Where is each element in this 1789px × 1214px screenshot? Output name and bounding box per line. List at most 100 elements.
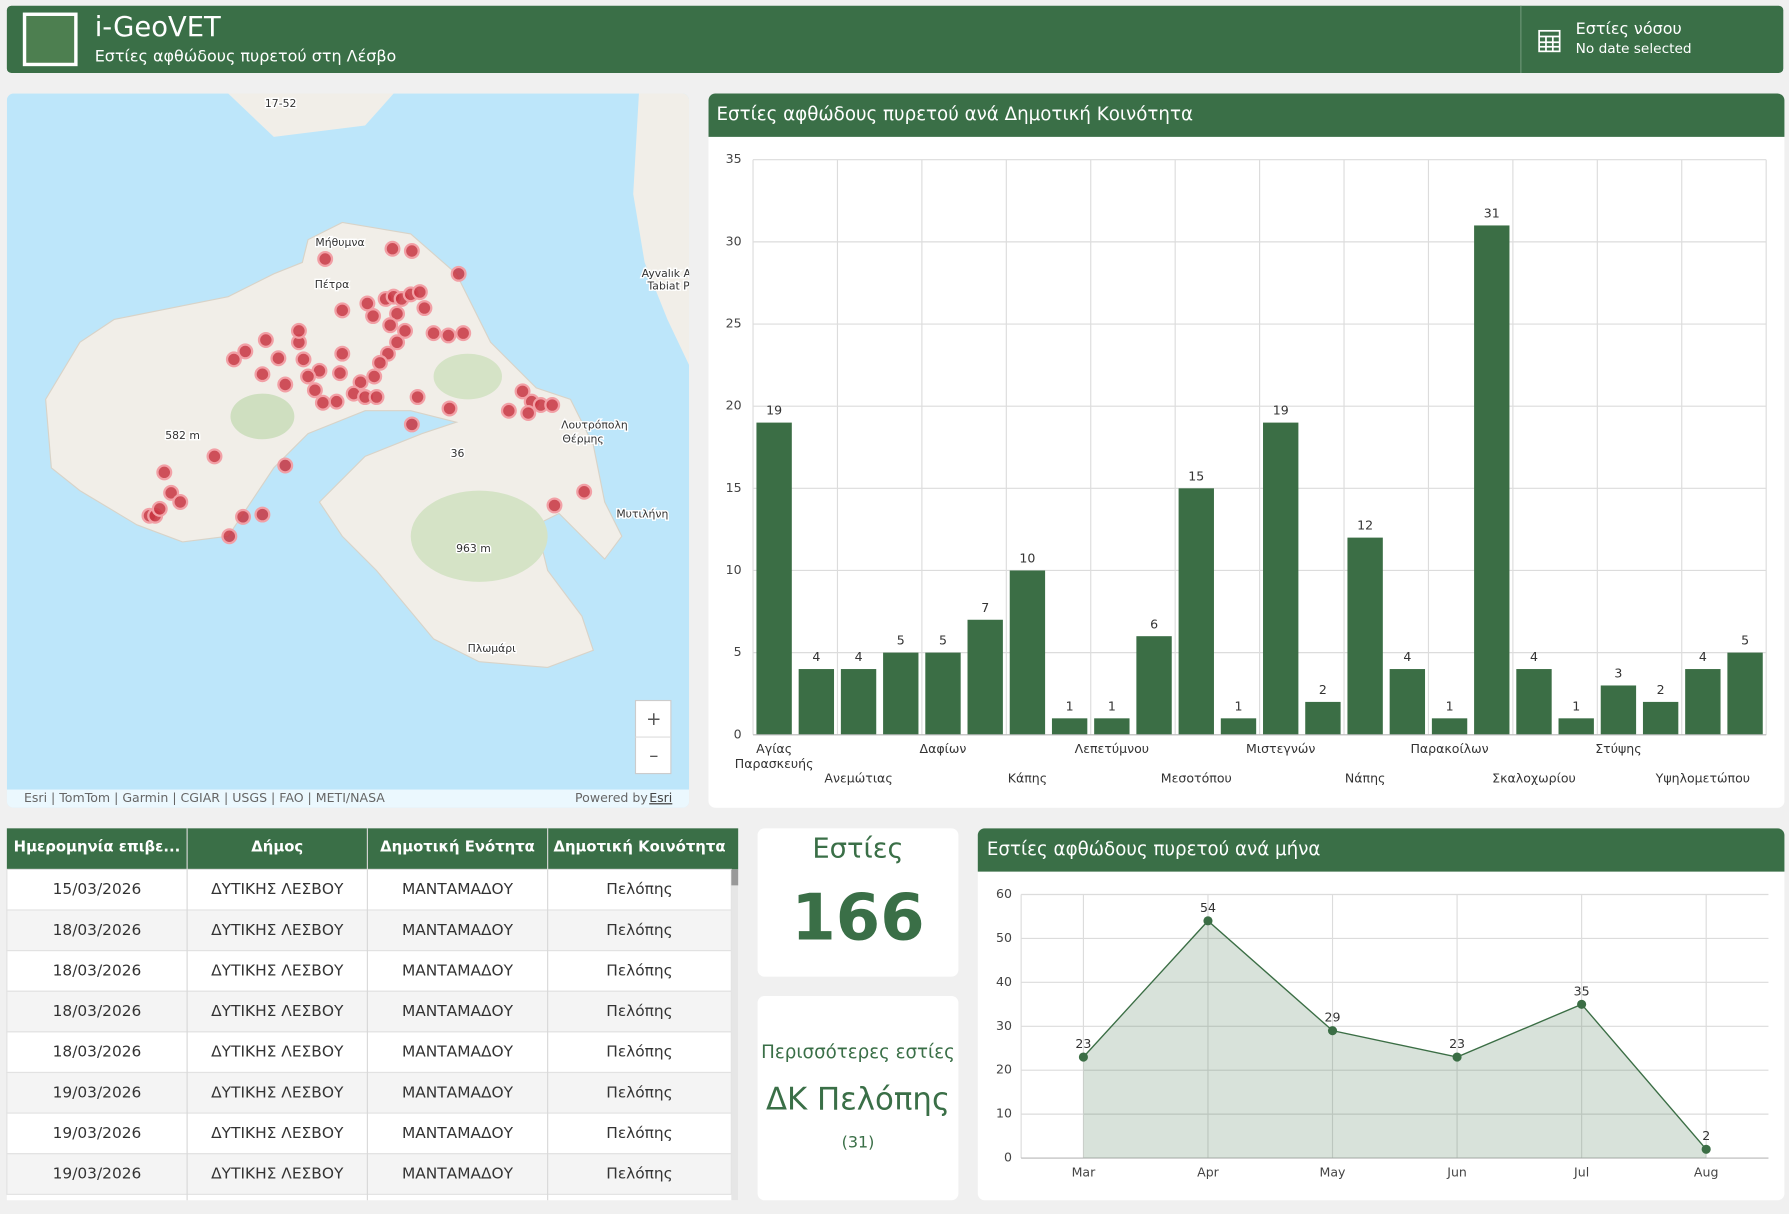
data-label: 15	[1188, 468, 1204, 483]
outbreak-point	[359, 295, 376, 312]
y-tick-label: 20	[726, 398, 742, 413]
indicator-title: Εστίες	[812, 834, 903, 865]
outbreak-point	[277, 376, 294, 393]
table-row	[6, 990, 732, 1033]
bar-chart-title: Εστίες αφθώδους πυρετού ανά Δημοτική Κοι…	[717, 104, 1193, 125]
outbreak-point	[514, 383, 531, 400]
outbreak-points	[141, 240, 593, 545]
y-tick-label: 60	[996, 886, 1012, 901]
x-tick-label: Λεπετύμνου	[1074, 741, 1150, 757]
data-label: 4	[1530, 649, 1538, 664]
outbreak-point	[254, 506, 271, 523]
outbreak-point	[544, 397, 561, 414]
table-cell: ΔΥΤΙΚΗΣ ΛΕΣΒΟΥ	[211, 921, 344, 939]
outbreak-point	[416, 300, 433, 317]
outbreak-point	[352, 374, 369, 391]
outbreak-point	[389, 334, 406, 351]
column-header[interactable]: Δημοτική Κοινότητα	[553, 839, 725, 856]
zoom-in[interactable]: +	[646, 709, 661, 730]
table-cell: Πελόπης	[606, 921, 672, 939]
table-cell: ΔΥΤΙΚΗΣ ΛΕΣΒΟΥ	[211, 1083, 344, 1101]
outbreak-point	[172, 494, 189, 511]
scrollbar-track	[731, 869, 739, 1201]
y-tick-label: 5	[734, 644, 742, 659]
bar	[1474, 225, 1510, 735]
point	[1078, 1052, 1088, 1062]
outbreak-point	[403, 416, 420, 433]
column-header[interactable]: Δημοτική Ενότητα	[380, 839, 535, 856]
table-cell: 18/03/2026	[53, 921, 142, 939]
outbreak-point	[314, 394, 331, 411]
filter-title[interactable]: Εστίες νόσου	[1576, 19, 1682, 38]
bar	[840, 669, 877, 735]
data-label: 29	[1325, 1010, 1341, 1025]
app-subtitle: Εστίες αφθώδους πυρετού στη Λέσβο	[95, 47, 397, 66]
outbreak-point	[156, 464, 173, 481]
outbreak-point	[237, 343, 254, 360]
x-tick-label: Σκαλοχωρίου	[1492, 771, 1576, 787]
data-label: 4	[812, 649, 820, 664]
y-tick-label: 25	[726, 316, 742, 331]
attribution-bar	[6, 789, 690, 808]
bar	[1516, 669, 1552, 735]
table-cell: Πελόπης	[606, 1165, 672, 1183]
scrollbar-thumb[interactable]	[731, 869, 739, 886]
column-header[interactable]: Ημερομηνία επιβε...	[14, 839, 181, 856]
data-label: 4	[1699, 649, 1707, 664]
table-cell: Πελόπης	[606, 961, 672, 979]
indicator-card	[757, 828, 959, 977]
table-cell: 15/03/2026	[53, 880, 142, 898]
line-panel	[977, 828, 1785, 1201]
calendar-icon[interactable]	[1538, 29, 1561, 53]
data-label: 5	[939, 633, 947, 648]
line-panel-header	[977, 828, 1785, 872]
data-label: 54	[1200, 900, 1216, 915]
indicator-value: 166	[791, 881, 924, 955]
x-tick-label: Μεσοτόπου	[1160, 771, 1232, 787]
attribution: Esri | TomTom | Garmin | CGIAR | USGS | …	[24, 790, 385, 806]
outbreak-point	[206, 448, 223, 465]
table-cell: Πελόπης	[606, 1002, 672, 1020]
outbreak-point	[455, 325, 472, 342]
map-label: Λουτρόπολη	[561, 419, 628, 432]
x-tick-label: Apr	[1197, 1164, 1220, 1179]
table-cell: ΔΥΤΙΚΗΣ ΛΕΣΒΟΥ	[211, 880, 344, 898]
table-row	[6, 1071, 732, 1114]
table-row	[6, 868, 732, 911]
point	[1452, 1052, 1462, 1062]
table: Ημερομηνία επιβε... Δήμος Δημοτική Ενότητα…	[6, 828, 739, 1201]
y-tick-label: 0	[1004, 1150, 1012, 1165]
table-row	[6, 950, 732, 992]
bar	[1220, 718, 1257, 735]
outbreak-point	[397, 322, 414, 339]
filter-status[interactable]: No date selected	[1576, 41, 1692, 57]
bar-panel-header	[708, 93, 1785, 137]
esri-link[interactable]: Esri	[649, 790, 672, 805]
outbreak-point	[384, 240, 401, 257]
outbreak-point	[546, 497, 563, 514]
table-cell: 19/03/2026	[53, 1124, 142, 1142]
data-label: 19	[1273, 403, 1289, 418]
bar	[925, 652, 961, 735]
y-tick-label: 50	[996, 930, 1012, 945]
bar	[1009, 570, 1046, 735]
outbreak-point	[270, 350, 287, 367]
table-cell: Πελόπης	[606, 1124, 672, 1142]
data-label: 19	[766, 403, 782, 418]
outbreak-point	[257, 332, 274, 348]
table-cell: Πελόπης	[606, 1043, 672, 1061]
map-label: Ayvalık A	[642, 267, 692, 280]
bar	[1389, 669, 1426, 735]
x-tick-label: Κάπης	[1007, 771, 1048, 787]
land	[633, 93, 690, 366]
land	[228, 93, 394, 137]
outbreak-point	[576, 483, 593, 500]
zoom-out[interactable]: –	[649, 745, 658, 766]
outbreak-point	[151, 500, 168, 517]
column-header[interactable]: Δήμος	[251, 839, 303, 856]
x-tick-label: May	[1320, 1164, 1347, 1179]
bar	[1136, 636, 1172, 735]
